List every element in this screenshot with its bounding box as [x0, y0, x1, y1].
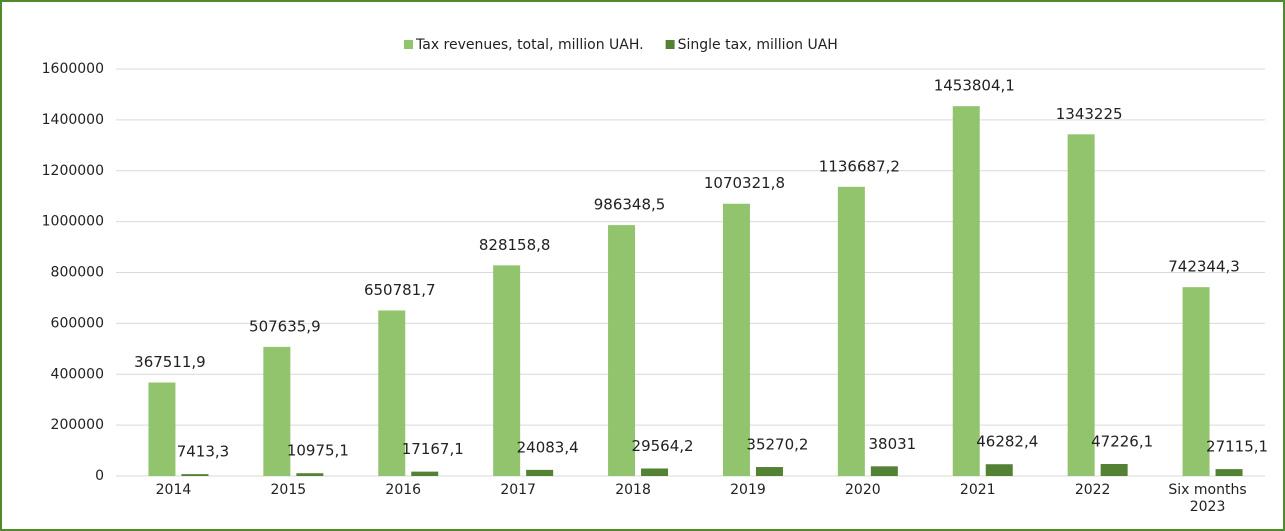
- y-tick-label: 400000: [51, 366, 104, 382]
- y-tick-label: 600000: [51, 315, 104, 331]
- x-tick-label: 2019: [730, 482, 766, 498]
- data-label: 47226,1: [1091, 432, 1153, 450]
- y-tick-label: 200000: [51, 417, 104, 433]
- x-tick-label-box: 2020: [845, 482, 881, 498]
- bar: [608, 225, 636, 476]
- data-label: 986348,5: [594, 196, 666, 214]
- data-label: 38031: [868, 435, 916, 453]
- x-tick-label: 2022: [1074, 482, 1111, 498]
- legend-swatch: [665, 40, 675, 49]
- data-label: 24083,4: [517, 438, 579, 456]
- bar: [952, 106, 980, 476]
- data-label: 742344,3: [1168, 258, 1240, 276]
- data-label: 35270,2: [746, 436, 808, 454]
- bar: [870, 466, 898, 476]
- data-label: 1343225: [1056, 105, 1123, 123]
- x-tick-label-box: 2022: [1074, 482, 1111, 498]
- x-tick-label: 2018: [615, 482, 651, 498]
- x-tick-label: 2021: [959, 482, 996, 498]
- bar: [755, 467, 783, 476]
- data-label: 650781,7: [364, 281, 436, 299]
- data-label: 46282,4: [976, 433, 1038, 451]
- data-label: 828158,8: [479, 236, 551, 254]
- x-tick-label-box: 2015: [270, 482, 307, 498]
- data-label: 17167,1: [402, 440, 464, 458]
- data-label: 1070321,8: [704, 174, 785, 192]
- data-label: 367511,9: [134, 353, 206, 371]
- y-tick-label: 1000000: [42, 214, 104, 230]
- legend-label: Tax revenues, total, million UAH.: [415, 37, 644, 53]
- bar: [181, 474, 209, 476]
- x-tick-label: Six months 2023: [1168, 482, 1247, 515]
- y-tick-label: 1600000: [42, 61, 104, 77]
- y-tick-label: 1200000: [42, 163, 104, 179]
- bar: [1067, 134, 1095, 476]
- data-label: 1136687,2: [819, 157, 900, 175]
- x-tick-label-box: 2017: [500, 482, 536, 498]
- x-tick-label: 2014: [155, 482, 192, 498]
- legend-swatch: [404, 40, 413, 49]
- data-label: 1453804,1: [934, 77, 1015, 95]
- y-tick-label: 0: [95, 468, 104, 484]
- x-tick-label-box: 2021: [959, 482, 996, 498]
- bar: [641, 468, 669, 476]
- x-tick-label: 2020: [845, 482, 881, 498]
- bar: [263, 346, 291, 476]
- data-label: 507635,9: [249, 317, 321, 335]
- y-tick-label: 1400000: [42, 112, 104, 128]
- x-tick-label-box: 2019: [730, 482, 766, 498]
- x-tick-label-box: Six months 2023: [1168, 482, 1247, 515]
- x-tick-label-box: 2014: [155, 482, 192, 498]
- bar: [296, 473, 324, 476]
- bar: [378, 310, 406, 476]
- x-tick-label: 2015: [270, 482, 307, 498]
- x-tick-label: 2017: [500, 482, 536, 498]
- x-tick-label-box: 2018: [615, 482, 651, 498]
- y-tick-label: 800000: [51, 265, 104, 281]
- data-label: 29564,2: [632, 437, 694, 455]
- bar: [1215, 469, 1243, 476]
- bar: [526, 469, 554, 476]
- data-label: 27115,1: [1206, 438, 1268, 456]
- x-tick-label: 2016: [385, 482, 422, 498]
- x-tick-label-box: 2016: [385, 482, 422, 498]
- bar: [1100, 463, 1128, 476]
- bar: [837, 186, 865, 476]
- bar: [722, 203, 750, 477]
- bar: [985, 464, 1013, 476]
- bar: [411, 471, 439, 476]
- legend-label: Single tax, million UAH: [678, 37, 838, 53]
- data-label: 10975,1: [287, 442, 349, 460]
- data-label: 7413,3: [177, 443, 230, 461]
- bar: [148, 382, 176, 476]
- bar: [1182, 287, 1210, 476]
- bar: [493, 265, 521, 476]
